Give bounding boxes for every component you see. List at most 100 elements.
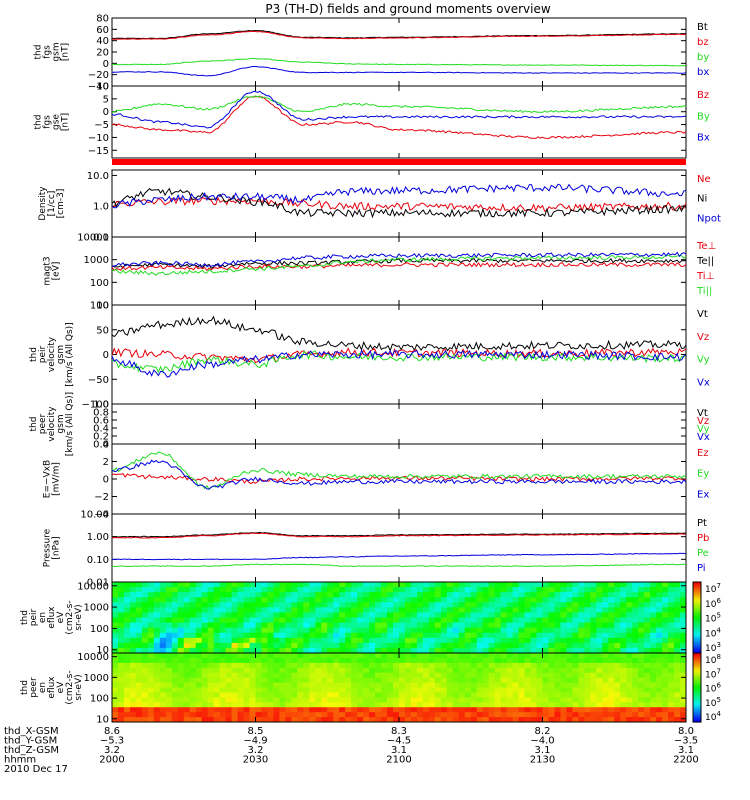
y-tick-label: 10000 <box>77 581 109 592</box>
y-axis-label-line: thd <box>34 115 44 130</box>
y-axis-label-line: thd <box>20 610 30 625</box>
y-axis-label: magt3 [eV] <box>43 256 62 285</box>
y-tick-label: −4 <box>94 510 109 521</box>
y-axis-label-line: gsm <box>56 414 66 433</box>
y-tick-label: −10 <box>88 133 109 144</box>
x-axis-value: 3.1 <box>391 745 407 756</box>
legend-item: Vt <box>697 408 708 419</box>
y-axis-label-line: [mV/m] <box>52 462 62 496</box>
panel-peer-velocity: 1.00.80.60.40.20.0 thd peer velocity gsm [km/… <box>29 392 710 456</box>
x-axis-annotation: thd_X-GSM 8.6 8.5 8.3 8.2 8.0 thd_Y-GSM −5.3 −4.… <box>4 726 699 775</box>
x-axis-value: 8.2 <box>535 726 551 737</box>
series-by-line <box>111 58 687 67</box>
legend-item: Te⊥ <box>696 241 716 252</box>
y-axis-label-line: sr-eV) <box>74 604 84 630</box>
x-axis-value: −4.0 <box>530 736 554 747</box>
y-axis-label: Density [1/cc] [cm-3] <box>38 186 66 221</box>
colorbar-label: 106 <box>705 597 721 610</box>
x-axis-value: 2200 <box>673 755 698 766</box>
series-Pe-line <box>111 563 687 568</box>
y-axis-label-line: peer <box>38 413 48 434</box>
legend-item: Ey <box>697 469 709 480</box>
legend-item: Vt <box>697 309 708 320</box>
panel-frame <box>111 403 687 445</box>
x-axis-row-label: hhmm <box>4 755 36 766</box>
colorbar-label: 104 <box>705 626 721 639</box>
y-axis-label-line: peir <box>38 345 48 363</box>
series-Ex-line <box>111 459 687 490</box>
panel-peir-velocity: 100 50 0 −50 −100 thd peir velocity gsm [km/s (Al… <box>29 301 710 411</box>
y-tick-label: 10 <box>96 82 109 93</box>
x-axis-value: 8.0 <box>678 726 694 737</box>
y-axis-label-line: eV <box>56 611 66 624</box>
y-tick-label: 1.0 <box>93 202 109 213</box>
panel-separator-bar <box>112 159 686 165</box>
y-axis-label-line: [eV] <box>52 262 62 281</box>
x-axis-value: −3.5 <box>674 736 698 747</box>
y-axis-label-line: velocity <box>47 336 57 372</box>
y-tick-label: 0 <box>103 350 109 361</box>
colorbar-label: 105 <box>705 612 721 625</box>
y-axis-label-line: [nT] <box>61 43 71 61</box>
y-axis-label-line: Density <box>38 186 48 221</box>
x-axis-value: 8.3 <box>391 726 407 737</box>
y-tick-label: 0 <box>103 475 109 486</box>
panel-peer-spectrogram: 10000 1000 100 10 thd peer en eflux eV (cm2-s-sr-… <box>20 652 721 725</box>
x-axis-value: −4.9 <box>243 736 267 747</box>
y-tick-label: 100 <box>90 624 109 635</box>
y-axis-label-line: thd <box>29 417 39 432</box>
series-Ez-line <box>111 472 687 485</box>
y-axis-label-line: gsm <box>56 345 66 364</box>
spectrogram-peir-spectrogram <box>112 582 686 653</box>
legend-item: Pi <box>697 563 706 574</box>
y-tick-label: 0.01 <box>87 578 109 589</box>
y-tick-label: 0.8 <box>93 408 109 419</box>
y-tick-label: 0 <box>103 107 109 118</box>
y-tick-label: 0 <box>103 59 109 70</box>
x-axis-value: 2000 <box>99 755 124 766</box>
y-tick-label: 1000 <box>84 603 109 614</box>
y-axis-label-line: magt3 <box>43 256 53 285</box>
figure-title: P3 (TH-D) fields and ground moments over… <box>265 2 550 16</box>
legend-item: Vy <box>697 355 710 366</box>
panel-frame <box>111 513 687 583</box>
y-axis-label: thd peir en eflux eV (cm2-s-sr-eV) <box>20 600 84 634</box>
legend-item: Bz <box>697 90 709 101</box>
series-Ne-line <box>111 196 687 213</box>
y-tick-label: 10 <box>96 645 109 656</box>
y-tick-label: 10 <box>96 301 109 312</box>
legend-item: Vy <box>697 424 710 435</box>
x-axis-value: 8.5 <box>248 726 264 737</box>
x-axis-value: 3.1 <box>678 745 694 756</box>
y-axis-label-line: en <box>38 612 48 623</box>
series-Vy-line <box>111 350 687 374</box>
y-axis-label-line: thd <box>34 45 44 60</box>
x-axis-value: 8.6 <box>104 726 120 737</box>
y-axis-label-line: [km/s (All Qs)] <box>65 392 75 456</box>
series-Ey-line <box>111 451 687 491</box>
legend-item: Pt <box>697 518 707 529</box>
series-Te-line <box>111 257 687 270</box>
y-tick-label: 100 <box>90 301 109 312</box>
y-axis-label-line: fgs <box>43 45 53 59</box>
panel-efield: 4 2 0 −2 −4 E=−VxB [mV/m] Ez Ey Ex <box>43 440 710 521</box>
y-tick-label: 1.0 <box>93 400 109 411</box>
y-tick-label: 0.6 <box>93 416 109 427</box>
y-axis-label: thd peir velocity gsm [km/s (All Qs)] <box>29 322 75 386</box>
y-tick-label: 0.2 <box>93 432 109 443</box>
y-axis-label-line: thd <box>20 680 30 695</box>
series-bx-line <box>112 66 687 77</box>
legend-item: Pe <box>697 548 709 559</box>
y-tick-label: −5 <box>94 120 109 131</box>
series-Bz-line <box>111 95 687 139</box>
series-Npot-line <box>111 251 687 268</box>
y-tick-label: 40 <box>96 36 109 47</box>
panel-frame <box>111 236 687 306</box>
y-tick-label: 60 <box>96 25 109 36</box>
y-tick-label: 20 <box>96 48 109 59</box>
legend-item: Bx <box>697 133 710 144</box>
